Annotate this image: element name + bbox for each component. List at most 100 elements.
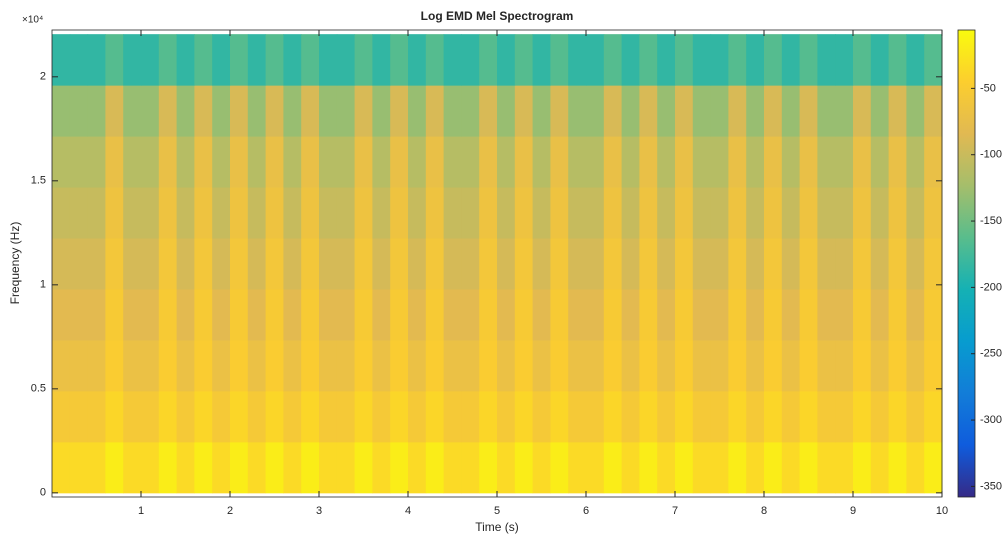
heatmap-cell	[283, 288, 302, 341]
heatmap-cell	[212, 85, 231, 137]
heatmap-cell	[514, 339, 534, 392]
heatmap-cell	[354, 136, 373, 188]
heatmap-cell	[52, 441, 71, 494]
heatmap-cell	[69, 238, 89, 290]
heatmap-cell	[283, 187, 302, 239]
heatmap-cell	[835, 34, 854, 86]
heatmap-cell	[390, 238, 409, 290]
heatmap-cell	[888, 339, 907, 392]
heatmap-cell	[568, 34, 587, 86]
heatmap-cell	[497, 238, 516, 290]
heatmap-cell	[621, 136, 640, 188]
heatmap-cell	[799, 288, 818, 341]
heatmap-cell	[141, 238, 160, 290]
heatmap-cell	[870, 441, 890, 494]
heatmap-cell	[176, 339, 195, 392]
heatmap-cell	[87, 34, 106, 86]
heatmap-cell	[853, 390, 872, 443]
heatmap-cell	[870, 238, 890, 290]
heatmap-cell	[817, 288, 836, 341]
heatmap-cell	[764, 441, 783, 494]
heatmap-cell	[247, 238, 267, 290]
heatmap-cell	[247, 441, 267, 494]
heatmap-cell	[354, 34, 373, 86]
heatmap-cell	[639, 238, 658, 290]
heatmap-cell	[105, 34, 124, 86]
x-tick-label: 5	[494, 505, 500, 517]
heatmap-cell	[212, 441, 231, 494]
heatmap-cell	[87, 187, 106, 239]
heatmap-cell	[479, 288, 498, 341]
heatmap-cell	[497, 34, 516, 86]
heatmap-cell	[888, 34, 907, 86]
heatmap-cell	[408, 441, 427, 494]
heatmap-cell	[550, 288, 569, 341]
heatmap-cell	[158, 339, 178, 392]
heatmap-cell	[532, 85, 551, 137]
heatmap-cell	[425, 136, 445, 188]
chart-title: Log EMD Mel Spectrogram	[421, 9, 574, 23]
heatmap-cell	[176, 288, 195, 341]
heatmap-cell	[354, 288, 373, 341]
heatmap-cell	[621, 85, 640, 137]
heatmap-cell	[247, 187, 267, 239]
heatmap-cell	[888, 441, 907, 494]
heatmap-cell	[817, 136, 836, 188]
heatmap-cell	[247, 85, 267, 137]
heatmap-cell	[336, 288, 356, 341]
heatmap-cell	[550, 85, 569, 137]
heatmap-cell	[781, 34, 801, 86]
heatmap-cell	[924, 441, 943, 494]
heatmap-cell	[52, 187, 71, 239]
heatmap-cell	[265, 85, 284, 137]
heatmap-cell	[87, 441, 106, 494]
heatmap-cell	[799, 238, 818, 290]
heatmap-cell	[301, 187, 320, 239]
heatmap-cell	[870, 34, 890, 86]
heatmap-cell	[728, 187, 747, 239]
heatmap-cell	[514, 136, 534, 188]
heatmap-cell	[639, 136, 658, 188]
heatmap-cell	[728, 34, 747, 86]
heatmap-cell	[443, 288, 462, 341]
heatmap-cell	[194, 238, 213, 290]
heatmap-cell	[390, 85, 409, 137]
heatmap-cell	[550, 441, 569, 494]
heatmap-cell	[176, 390, 195, 443]
heatmap-cell	[514, 34, 534, 86]
heatmap-cell	[550, 136, 569, 188]
heatmap-cell	[692, 339, 712, 392]
x-tick-label: 8	[761, 505, 767, 517]
heatmap-cell	[443, 390, 462, 443]
heatmap-cell	[479, 85, 498, 137]
heatmap-cell	[568, 441, 587, 494]
heatmap-cell	[799, 187, 818, 239]
heatmap-cell	[230, 238, 249, 290]
y-axis-label: Frequency (Hz)	[8, 222, 22, 305]
heatmap-cell	[141, 339, 160, 392]
heatmap-cell	[924, 85, 943, 137]
heatmap-cell	[728, 339, 747, 392]
heatmap-cell	[461, 441, 480, 494]
heatmap-cell	[888, 187, 907, 239]
heatmap-cell	[906, 187, 925, 239]
heatmap-cell	[141, 288, 160, 341]
heatmap-cell	[710, 85, 729, 137]
heatmap-cell	[781, 288, 801, 341]
heatmap-cell	[586, 34, 605, 86]
heatmap-cell	[230, 34, 249, 86]
heatmap-cell	[532, 136, 551, 188]
heatmap-cell	[319, 136, 338, 188]
heatmap-cell	[212, 238, 231, 290]
colorbar-tick-label: -150	[980, 215, 1002, 227]
heatmap-cell	[621, 238, 640, 290]
heatmap-cell	[247, 339, 267, 392]
heatmap-cell	[639, 288, 658, 341]
heatmap-cell	[692, 85, 712, 137]
heatmap-cell	[906, 34, 925, 86]
heatmap-cell	[408, 34, 427, 86]
heatmap-cell	[764, 136, 783, 188]
heatmap-cell	[336, 441, 356, 494]
heatmap-cell	[105, 441, 124, 494]
